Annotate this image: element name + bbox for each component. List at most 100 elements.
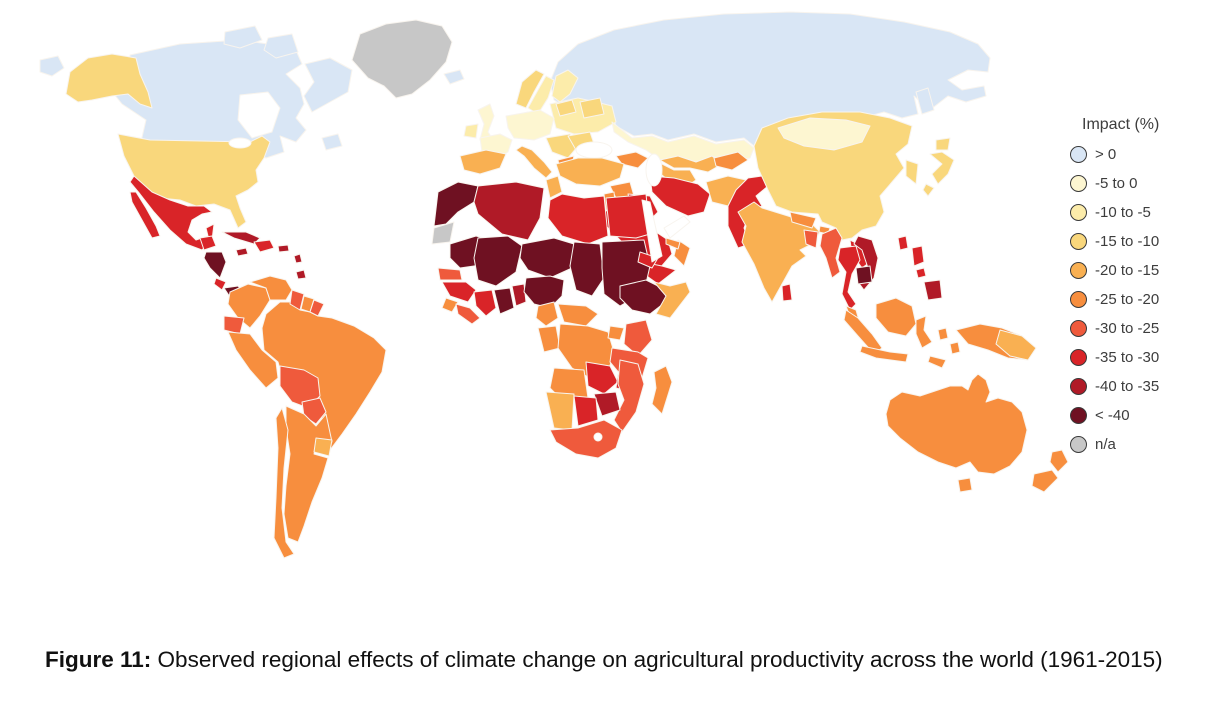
region-baffin-island — [303, 57, 353, 113]
region-south-africa — [549, 419, 623, 459]
legend-item: -20 to -15 — [1070, 256, 1215, 285]
region-sulawesi — [915, 315, 933, 349]
legend-item: -30 to -25 — [1070, 314, 1215, 343]
legend-swatch — [1070, 349, 1087, 366]
region-korea — [905, 159, 919, 185]
region-japan-hokkaido — [935, 137, 951, 151]
region-venezuela — [249, 275, 293, 301]
region-vietnam — [853, 235, 879, 291]
region-algeria — [473, 181, 545, 241]
region-australia — [885, 373, 1028, 475]
legend-swatch — [1070, 378, 1087, 395]
hudson-bay — [237, 91, 281, 139]
legend-item: > 0 — [1070, 140, 1215, 169]
region-philippines-mindanao — [923, 279, 943, 301]
legend-swatch — [1070, 320, 1087, 337]
caspian-sea — [645, 153, 663, 187]
region-baltics — [555, 99, 577, 117]
region-french-guiana — [309, 299, 325, 317]
region-png-east — [995, 329, 1037, 361]
region-costa-rica — [213, 277, 227, 291]
region-arctic-island-1 — [223, 25, 263, 49]
legend-swatch — [1070, 204, 1087, 221]
region-cameroon — [535, 301, 559, 327]
region-ghana — [493, 287, 515, 315]
region-iceland — [443, 69, 465, 85]
legend-item: -5 to 0 — [1070, 169, 1215, 198]
legend-item: -40 to -35 — [1070, 372, 1215, 401]
region-madagascar — [651, 365, 673, 415]
lesotho — [593, 432, 603, 442]
region-iberia — [459, 149, 507, 175]
region-nepal — [789, 211, 817, 229]
region-central-african-republic — [557, 303, 599, 327]
figure-caption: Figure 11: Observed regional effects of … — [45, 645, 1185, 675]
figure-caption-label: Figure 11: — [45, 647, 152, 672]
region-uae — [665, 237, 681, 250]
region-uruguay — [313, 437, 333, 457]
region-moluccas — [937, 327, 949, 341]
legend-label: -15 to -10 — [1095, 233, 1160, 250]
legend-item: < -40 — [1070, 401, 1215, 430]
region-morocco — [433, 181, 479, 227]
region-philippines-visayas — [915, 267, 927, 279]
legend-swatch — [1070, 407, 1087, 424]
region-liberia — [455, 303, 481, 325]
region-alaska — [65, 53, 153, 109]
region-bangladesh — [803, 229, 819, 249]
region-mexico — [129, 175, 215, 251]
region-russia-wrap-west — [39, 55, 65, 77]
legend-label: -10 to -5 — [1095, 204, 1151, 221]
figure-caption-text: Observed regional effects of climate cha… — [151, 647, 1163, 672]
region-togo-benin — [511, 283, 527, 307]
region-guatemala — [199, 235, 217, 251]
region-new-zealand-north — [1049, 449, 1069, 473]
region-central-europe — [505, 109, 555, 141]
world-map — [39, 11, 1069, 559]
legend-label: -30 to -25 — [1095, 320, 1160, 337]
region-borneo — [875, 297, 917, 337]
region-arctic-island-2 — [263, 33, 299, 59]
legend-item: n/a — [1070, 430, 1215, 459]
region-puerto-rico — [277, 244, 290, 253]
region-trinidad — [295, 269, 307, 280]
region-iran — [649, 175, 711, 217]
region-western-sahara — [431, 221, 455, 245]
region-india — [737, 201, 821, 303]
legend-swatch — [1070, 233, 1087, 250]
region-java — [859, 345, 909, 363]
region-italy — [515, 145, 553, 179]
region-zambia — [585, 361, 619, 395]
region-cuba — [221, 231, 261, 245]
region-gabon-congo — [537, 325, 561, 353]
region-taiwan — [897, 235, 909, 251]
region-guinea — [441, 281, 477, 303]
region-baja-california — [129, 191, 161, 239]
legend-label: -25 to -20 — [1095, 291, 1160, 308]
legend-swatch — [1070, 175, 1087, 192]
legend-label: -5 to 0 — [1095, 175, 1138, 192]
region-ireland — [463, 123, 479, 139]
legend-swatch — [1070, 146, 1087, 163]
region-sakhalin — [915, 87, 935, 115]
region-japan-honshu — [929, 151, 955, 185]
region-japan-kyushu — [922, 183, 935, 197]
region-sierra-leone — [441, 297, 459, 313]
legend-label: -35 to -30 — [1095, 349, 1160, 366]
region-myanmar — [819, 227, 843, 279]
great-lakes — [228, 137, 252, 149]
region-namibia — [545, 391, 575, 431]
region-chile — [273, 407, 295, 559]
region-somalia — [653, 281, 691, 319]
region-honduras-nicaragua — [203, 251, 227, 279]
region-cambodia — [855, 265, 873, 285]
legend-item: -35 to -30 — [1070, 343, 1215, 372]
legend-label: < -40 — [1095, 407, 1130, 424]
red-sea — [641, 199, 663, 263]
region-tasmania — [957, 477, 973, 493]
region-china — [753, 111, 913, 241]
legend-item: -25 to -20 — [1070, 285, 1215, 314]
region-lesser-antilles — [293, 253, 303, 264]
region-newfoundland — [321, 133, 343, 151]
region-mali — [473, 235, 523, 287]
